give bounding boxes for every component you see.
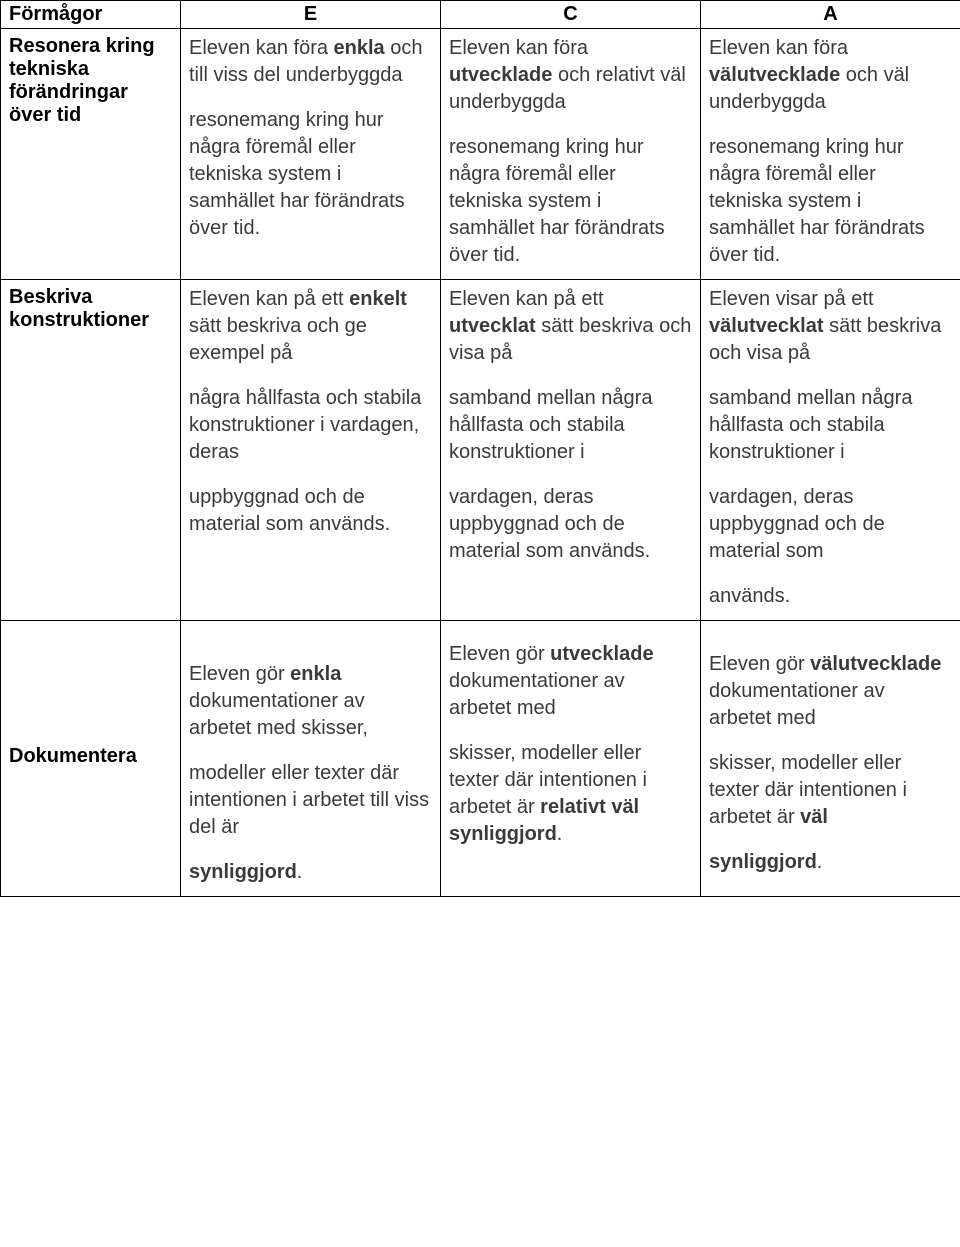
row-label: Dokumentera <box>1 621 181 897</box>
row-label: Resonera kring tekniska förändringar öve… <box>1 29 181 280</box>
table-row: Dokumentera Eleven gör enkla dokumentati… <box>1 621 960 897</box>
paragraph: modeller eller texter där intentionen i … <box>189 760 432 841</box>
paragraph: Eleven kan på ett enkelt sätt beskriva o… <box>189 286 432 367</box>
paragraph: synliggjord. <box>189 859 432 886</box>
paragraph: Eleven gör utvecklade dokumentationer av… <box>449 641 692 722</box>
table-row: Beskriva konstruktioner Eleven kan på et… <box>1 280 960 621</box>
cell-e: Eleven kan på ett enkelt sätt beskriva o… <box>181 280 441 621</box>
header-a: A <box>701 1 960 29</box>
paragraph: några hållfasta och stabila konstruktion… <box>189 385 432 466</box>
cell-e: Eleven kan föra enkla och till viss del … <box>181 29 441 280</box>
row-label: Beskriva konstruktioner <box>1 280 181 621</box>
paragraph: synliggjord. <box>709 849 952 876</box>
paragraph: används. <box>709 583 952 610</box>
cell-e: Eleven gör enkla dokumentationer av arbe… <box>181 621 441 897</box>
header-formagor: Förmågor <box>1 1 181 29</box>
cell-a: Eleven kan föra välutvecklade och väl un… <box>701 29 960 280</box>
cell-a: Eleven gör välutvecklade dokumentationer… <box>701 621 960 897</box>
paragraph: vardagen, deras uppbyggnad och de materi… <box>449 484 692 565</box>
rubric-table: Förmågor E C A Resonera kring tekniska f… <box>0 0 960 897</box>
paragraph: samband mellan några hållfasta och stabi… <box>709 385 952 466</box>
paragraph: Eleven kan föra utvecklade och relativt … <box>449 35 692 116</box>
paragraph: Eleven kan föra välutvecklade och väl un… <box>709 35 952 116</box>
header-row: Förmågor E C A <box>1 1 960 29</box>
paragraph: Eleven gör enkla dokumentationer av arbe… <box>189 661 432 742</box>
paragraph: resonemang kring hur några föremål eller… <box>189 107 432 242</box>
paragraph: resonemang kring hur några föremål eller… <box>709 134 952 269</box>
cell-c: Eleven gör utvecklade dokumentationer av… <box>441 621 701 897</box>
header-e: E <box>181 1 441 29</box>
paragraph: Eleven visar på ett välutvecklat sätt be… <box>709 286 952 367</box>
paragraph: uppbyggnad och de material som används. <box>189 484 432 538</box>
paragraph: Eleven kan föra enkla och till viss del … <box>189 35 432 89</box>
cell-c: Eleven kan föra utvecklade och relativt … <box>441 29 701 280</box>
header-c: C <box>441 1 701 29</box>
paragraph: samband mellan några hållfasta och stabi… <box>449 385 692 466</box>
paragraph: skisser, modeller eller texter där inten… <box>709 750 952 831</box>
table-row: Resonera kring tekniska förändringar öve… <box>1 29 960 280</box>
paragraph: skisser, modeller eller texter där inten… <box>449 740 692 848</box>
paragraph: Eleven gör välutvecklade dokumentationer… <box>709 651 952 732</box>
paragraph: Eleven kan på ett utvecklat sätt beskriv… <box>449 286 692 367</box>
cell-a: Eleven visar på ett välutvecklat sätt be… <box>701 280 960 621</box>
paragraph: vardagen, deras uppbyggnad och de materi… <box>709 484 952 565</box>
paragraph: resonemang kring hur några föremål eller… <box>449 134 692 269</box>
cell-c: Eleven kan på ett utvecklat sätt beskriv… <box>441 280 701 621</box>
